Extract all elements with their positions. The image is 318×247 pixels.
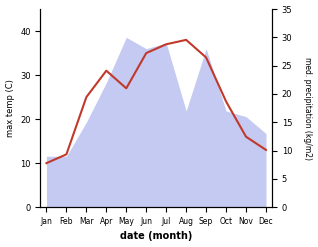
Y-axis label: max temp (C): max temp (C) [5,79,15,137]
X-axis label: date (month): date (month) [120,231,192,242]
Y-axis label: med. precipitation (kg/m2): med. precipitation (kg/m2) [303,57,313,160]
